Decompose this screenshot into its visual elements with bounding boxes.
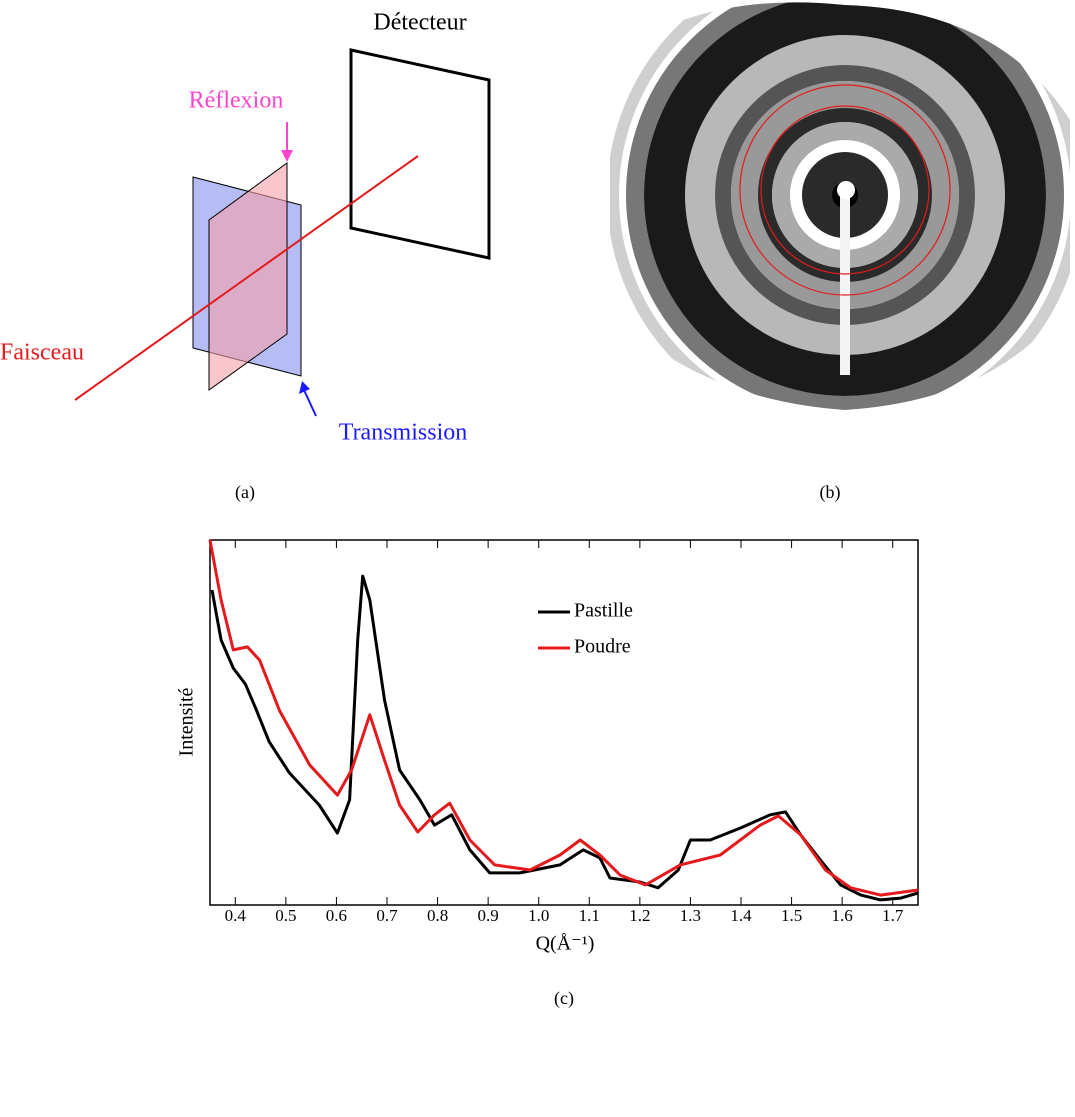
x-tick-label: 1.2: [629, 906, 650, 925]
chart: Q(Å⁻¹) Intensité (c): [176, 539, 919, 1009]
beam-stop: [840, 195, 850, 375]
arrow-head: [299, 381, 310, 394]
detector-plane: [349, 48, 491, 260]
x-tick-label: 0.8: [427, 906, 448, 925]
label: Faisceau: [0, 340, 84, 366]
legend-label: Pastille: [574, 600, 633, 622]
diffraction-image: (b): [610, 2, 1070, 503]
y-axis-label: Intensité: [176, 687, 198, 756]
marker-circle: [739, 84, 951, 296]
label: Réflexion: [189, 88, 284, 114]
caption: (c): [554, 988, 574, 1009]
caption: (b): [820, 482, 841, 503]
ring: [626, 2, 1064, 411]
x-tick-label: 1.7: [882, 906, 904, 925]
transmission-arrow: [303, 389, 317, 417]
label: Détecteur: [373, 10, 466, 36]
x-tick-label: 0.4: [225, 906, 247, 925]
x-tick-label: 1.5: [781, 906, 802, 925]
arrow-head: [281, 150, 293, 162]
beam-line: [74, 155, 419, 401]
x-tick-label: 1.0: [528, 906, 549, 925]
legend-label: Poudre: [574, 636, 631, 658]
x-tick-label: 0.6: [326, 906, 347, 925]
x-tick-label: 1.6: [832, 906, 853, 925]
x-tick-label: 1.1: [579, 906, 600, 925]
plot-frame: [209, 539, 919, 906]
beam-stop: [837, 181, 855, 199]
ring: [610, 2, 1070, 411]
x-tick-label: 1.3: [680, 906, 701, 925]
series-line: [208, 539, 919, 897]
series-line: [210, 574, 919, 902]
x-axis-label: Q(Å⁻¹): [536, 933, 595, 955]
label: Transmission: [339, 420, 467, 446]
diagram: Détecteur Réflexion Faisceau Transmissio…: [0, 10, 491, 503]
x-tick-label: 1.4: [730, 906, 752, 925]
caption: (a): [235, 482, 255, 503]
marker-circle: [760, 105, 930, 275]
x-tick-label: 0.7: [376, 906, 398, 925]
x-tick-label: 0.5: [275, 906, 296, 925]
x-tick-label: 0.9: [478, 906, 499, 925]
